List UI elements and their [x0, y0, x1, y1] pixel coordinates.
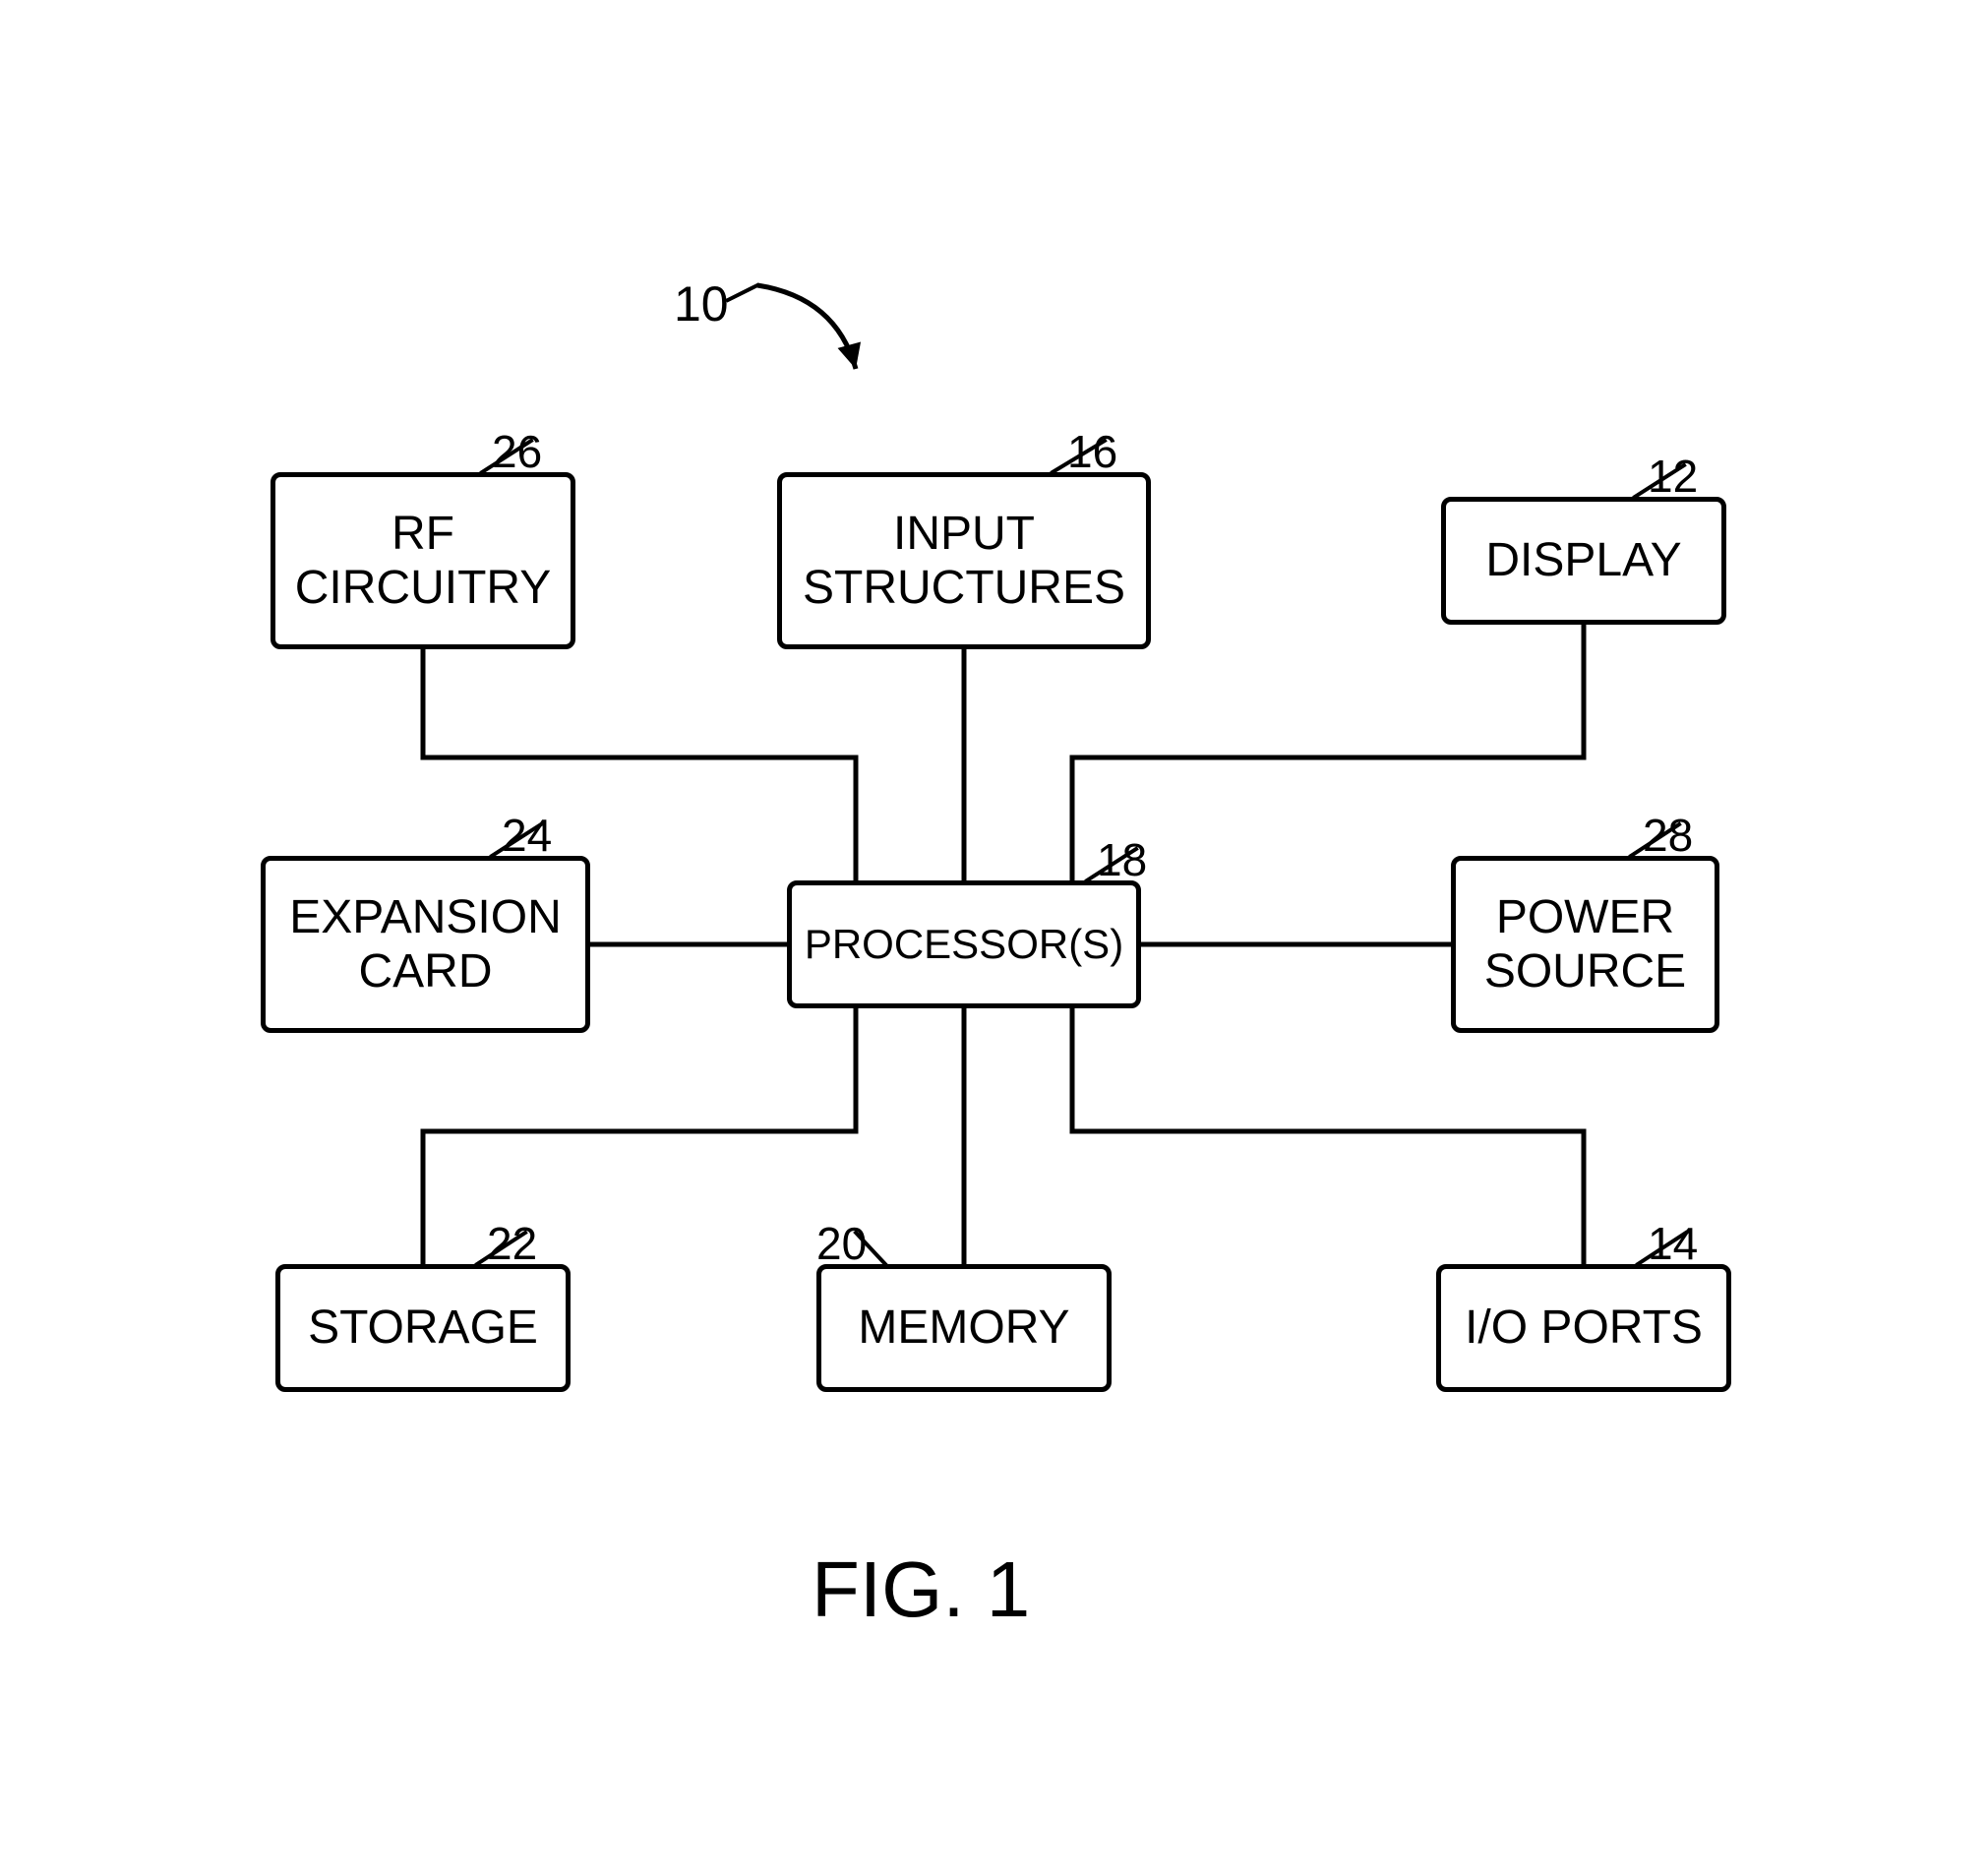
ref-label-26: 26: [492, 425, 542, 478]
ref-label-14: 14: [1648, 1217, 1698, 1270]
ref-label-20: 20: [816, 1217, 867, 1270]
block-storage: STORAGE: [275, 1264, 571, 1392]
block-label: STORAGE: [308, 1301, 538, 1355]
block-power-source: POWER SOURCE: [1451, 856, 1719, 1033]
block-input-structures: INPUT STRUCTURES: [777, 472, 1151, 649]
ref-label-10: 10: [674, 275, 729, 333]
ref-label-22: 22: [487, 1217, 537, 1270]
block-label: INPUT STRUCTURES: [803, 507, 1125, 615]
block-label: I/O PORTS: [1465, 1301, 1703, 1355]
block-label: EXPANSION CARD: [289, 890, 562, 999]
block-label: POWER SOURCE: [1484, 890, 1686, 999]
ref-label-28: 28: [1643, 809, 1693, 862]
ref-label-24: 24: [502, 809, 552, 862]
block-label: MEMORY: [858, 1301, 1069, 1355]
ref-label-18: 18: [1097, 833, 1147, 886]
figure-caption: FIG. 1: [812, 1544, 1030, 1635]
block-diagram: RF CIRCUITRY 26 INPUT STRUCTURES 16 DISP…: [0, 0, 1987, 1876]
block-label: PROCESSOR(S): [805, 921, 1123, 968]
block-expansion-card: EXPANSION CARD: [261, 856, 590, 1033]
ref-label-12: 12: [1648, 450, 1698, 503]
block-processor: PROCESSOR(S): [787, 880, 1141, 1008]
block-io-ports: I/O PORTS: [1436, 1264, 1731, 1392]
block-rf-circuitry: RF CIRCUITRY: [271, 472, 575, 649]
block-label: RF CIRCUITRY: [295, 507, 551, 615]
block-label: DISPLAY: [1485, 533, 1681, 587]
ref-label-16: 16: [1067, 425, 1117, 478]
block-memory: MEMORY: [816, 1264, 1112, 1392]
block-display: DISPLAY: [1441, 497, 1726, 625]
